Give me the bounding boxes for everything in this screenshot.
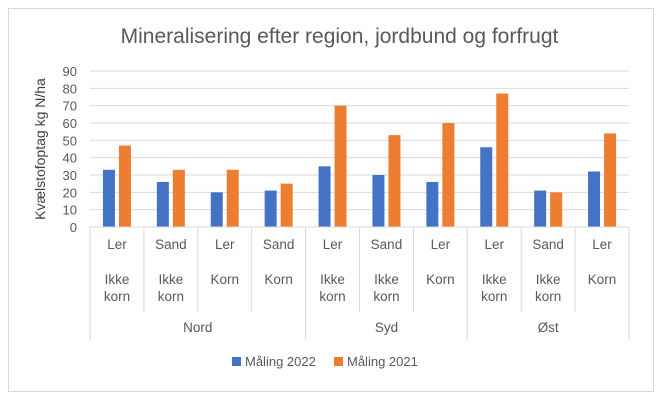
y-tick-label: 70: [63, 99, 77, 114]
category-crop-label: korn: [535, 289, 561, 304]
chart-frame: Mineralisering efter region, jordbund og…: [8, 8, 654, 392]
chart: Mineralisering efter region, jordbund og…: [32, 25, 630, 369]
category-crop-label: Korn: [588, 272, 617, 287]
bar-maaling-2022: [102, 169, 115, 227]
bar-maaling-2021: [226, 169, 239, 227]
y-tick-label: 0: [70, 220, 77, 235]
y-tick-label: 90: [63, 64, 77, 79]
category-crop-label: korn: [481, 289, 507, 304]
bar-maaling-2022: [588, 171, 601, 227]
y-axis-label: Kvælstofoptag kg N/ha: [32, 78, 48, 220]
y-tick-label: 80: [63, 81, 77, 96]
category-crop-label: korn: [319, 289, 345, 304]
region-label: Syd: [375, 320, 398, 335]
category-soil-label: Ler: [107, 237, 127, 252]
category-crop-label: Ikke: [374, 272, 399, 287]
bar-maaling-2021: [118, 145, 131, 227]
region-label: Nord: [183, 320, 212, 335]
bar-maaling-2022: [156, 181, 169, 227]
category-crop-label: Korn: [210, 272, 239, 287]
y-tick-label: 60: [63, 116, 77, 131]
category-soil-label: Ler: [215, 237, 235, 252]
bar-maaling-2021: [388, 135, 401, 227]
category-crop-label: Ikke: [320, 272, 345, 287]
category-soil-label: Ler: [431, 237, 451, 252]
category-crop-label: Korn: [264, 272, 293, 287]
legend-swatch: [334, 357, 343, 366]
category-soil-label: Sand: [532, 237, 564, 252]
y-tick-label: 20: [63, 185, 77, 200]
legend-label: Måling 2021: [347, 354, 418, 369]
bar-maaling-2022: [534, 190, 547, 227]
y-tick-label: 50: [63, 133, 77, 148]
category-crop-label: korn: [104, 289, 130, 304]
chart-title: Mineralisering efter region, jordbund og…: [121, 25, 559, 48]
bar-maaling-2021: [442, 123, 455, 227]
category-crop-label: korn: [373, 289, 399, 304]
category-soil-label: Ler: [484, 237, 504, 252]
bar-maaling-2022: [480, 147, 493, 227]
bar-maaling-2021: [496, 93, 509, 228]
region-label: Øst: [538, 320, 559, 335]
category-crop-label: Ikke: [105, 272, 130, 287]
legend-swatch: [232, 357, 241, 366]
category-soil-label: Sand: [263, 237, 295, 252]
bar-maaling-2022: [210, 192, 223, 227]
bar-maaling-2022: [426, 181, 439, 227]
bar-maaling-2021: [550, 192, 563, 227]
category-soil-label: Sand: [371, 237, 403, 252]
bar-maaling-2021: [604, 133, 617, 227]
legend-label: Måling 2022: [245, 354, 316, 369]
y-tick-label: 40: [63, 151, 77, 166]
category-crop-label: Ikke: [536, 272, 561, 287]
category-crop-label: korn: [158, 289, 184, 304]
bar-maaling-2021: [172, 169, 185, 227]
category-soil-label: Sand: [155, 237, 187, 252]
category-crop-label: Korn: [426, 272, 455, 287]
y-tick-label: 10: [63, 203, 77, 218]
bar-maaling-2021: [334, 105, 347, 227]
bar-maaling-2022: [372, 175, 385, 227]
category-soil-label: Ler: [592, 237, 612, 252]
category-soil-label: Ler: [323, 237, 343, 252]
bar-maaling-2022: [318, 166, 331, 227]
category-crop-label: Ikke: [482, 272, 507, 287]
category-crop-label: Ikke: [158, 272, 183, 287]
bar-maaling-2021: [280, 183, 293, 227]
y-tick-label: 30: [63, 168, 77, 183]
bar-maaling-2022: [264, 190, 277, 227]
